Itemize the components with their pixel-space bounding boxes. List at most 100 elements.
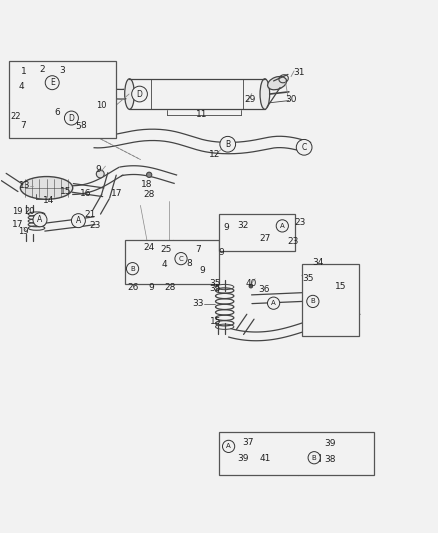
Circle shape — [175, 253, 187, 265]
Ellipse shape — [310, 269, 343, 321]
Text: 17: 17 — [12, 220, 24, 229]
Bar — [125, 240, 219, 284]
Text: 12: 12 — [209, 150, 220, 159]
Text: A: A — [37, 215, 42, 224]
Text: 28: 28 — [144, 190, 155, 199]
Bar — [219, 214, 295, 251]
Text: 21: 21 — [85, 209, 96, 219]
Ellipse shape — [138, 257, 147, 267]
Text: 6: 6 — [55, 108, 60, 117]
Circle shape — [71, 214, 85, 228]
Ellipse shape — [125, 79, 134, 109]
Text: B: B — [130, 265, 135, 272]
Text: 33: 33 — [192, 299, 204, 308]
Text: 7: 7 — [21, 121, 26, 130]
Text: 8: 8 — [187, 259, 192, 268]
Text: 15: 15 — [60, 187, 71, 196]
Text: 5: 5 — [75, 122, 81, 131]
Text: A: A — [226, 443, 231, 449]
Text: A: A — [271, 300, 276, 306]
Text: B: B — [225, 140, 230, 149]
Text: 13: 13 — [19, 181, 31, 190]
Text: 24: 24 — [144, 243, 155, 252]
Text: 37: 37 — [243, 438, 254, 447]
Text: 25: 25 — [160, 245, 171, 254]
Text: 9: 9 — [223, 223, 229, 232]
Text: 9: 9 — [218, 248, 224, 256]
Text: 1: 1 — [21, 67, 26, 76]
Circle shape — [64, 111, 78, 125]
Text: 9: 9 — [148, 282, 154, 292]
Circle shape — [276, 220, 288, 232]
Ellipse shape — [147, 172, 152, 177]
Text: 29: 29 — [245, 95, 256, 104]
Text: 22: 22 — [11, 112, 21, 121]
Ellipse shape — [249, 285, 253, 288]
Circle shape — [296, 140, 312, 155]
Circle shape — [223, 440, 235, 453]
Circle shape — [132, 86, 148, 102]
Text: 23: 23 — [89, 221, 100, 230]
Circle shape — [33, 213, 47, 227]
Ellipse shape — [20, 176, 73, 199]
Text: 30: 30 — [285, 95, 297, 104]
Circle shape — [220, 136, 236, 152]
Text: A: A — [76, 216, 81, 225]
Text: 38: 38 — [325, 455, 336, 464]
Text: 40: 40 — [245, 279, 257, 288]
Ellipse shape — [184, 259, 191, 265]
Text: B: B — [311, 298, 315, 304]
Bar — [219, 432, 374, 475]
Text: 35: 35 — [210, 279, 221, 288]
Circle shape — [127, 263, 139, 275]
Text: 16: 16 — [80, 189, 92, 198]
Text: 32: 32 — [237, 221, 248, 230]
Text: A: A — [280, 223, 285, 229]
Text: 15: 15 — [210, 317, 221, 326]
Circle shape — [308, 451, 320, 464]
Text: 20: 20 — [24, 207, 35, 215]
Text: 27: 27 — [259, 233, 271, 243]
Text: E: E — [50, 78, 55, 87]
Text: 3: 3 — [59, 66, 65, 75]
Text: 28: 28 — [164, 282, 176, 292]
Text: 19: 19 — [12, 207, 22, 215]
Ellipse shape — [268, 76, 286, 90]
Text: C: C — [179, 256, 184, 262]
Text: 36: 36 — [259, 285, 270, 294]
Text: D: D — [68, 114, 74, 123]
Text: 35: 35 — [302, 274, 313, 283]
Bar — [302, 264, 359, 336]
Text: B: B — [312, 455, 317, 461]
Text: 35: 35 — [210, 284, 221, 293]
Text: 9: 9 — [95, 165, 101, 174]
Text: 2: 2 — [39, 64, 45, 74]
Text: 18: 18 — [141, 180, 153, 189]
Circle shape — [307, 295, 319, 308]
Text: 11: 11 — [196, 110, 207, 119]
Circle shape — [45, 76, 59, 90]
Ellipse shape — [252, 226, 262, 236]
Text: 4: 4 — [19, 82, 25, 91]
Text: 15: 15 — [335, 281, 346, 290]
Bar — [10, 61, 117, 138]
Ellipse shape — [96, 170, 104, 178]
Text: 23: 23 — [294, 219, 305, 228]
Text: 34: 34 — [312, 257, 324, 266]
Text: 26: 26 — [127, 282, 138, 292]
Text: 8: 8 — [81, 122, 87, 131]
Text: 9: 9 — [200, 266, 205, 276]
Text: C: C — [301, 143, 307, 152]
Text: 7: 7 — [195, 245, 201, 254]
Text: 31: 31 — [293, 68, 305, 77]
Text: D: D — [137, 90, 142, 99]
Text: 23: 23 — [287, 237, 299, 246]
Text: 41: 41 — [260, 454, 272, 463]
Text: 14: 14 — [43, 196, 54, 205]
Text: 10: 10 — [96, 101, 106, 110]
Text: 4: 4 — [162, 260, 167, 269]
Text: 17: 17 — [111, 189, 122, 198]
Bar — [313, 454, 320, 461]
Circle shape — [268, 297, 280, 309]
Text: 39: 39 — [238, 454, 249, 463]
